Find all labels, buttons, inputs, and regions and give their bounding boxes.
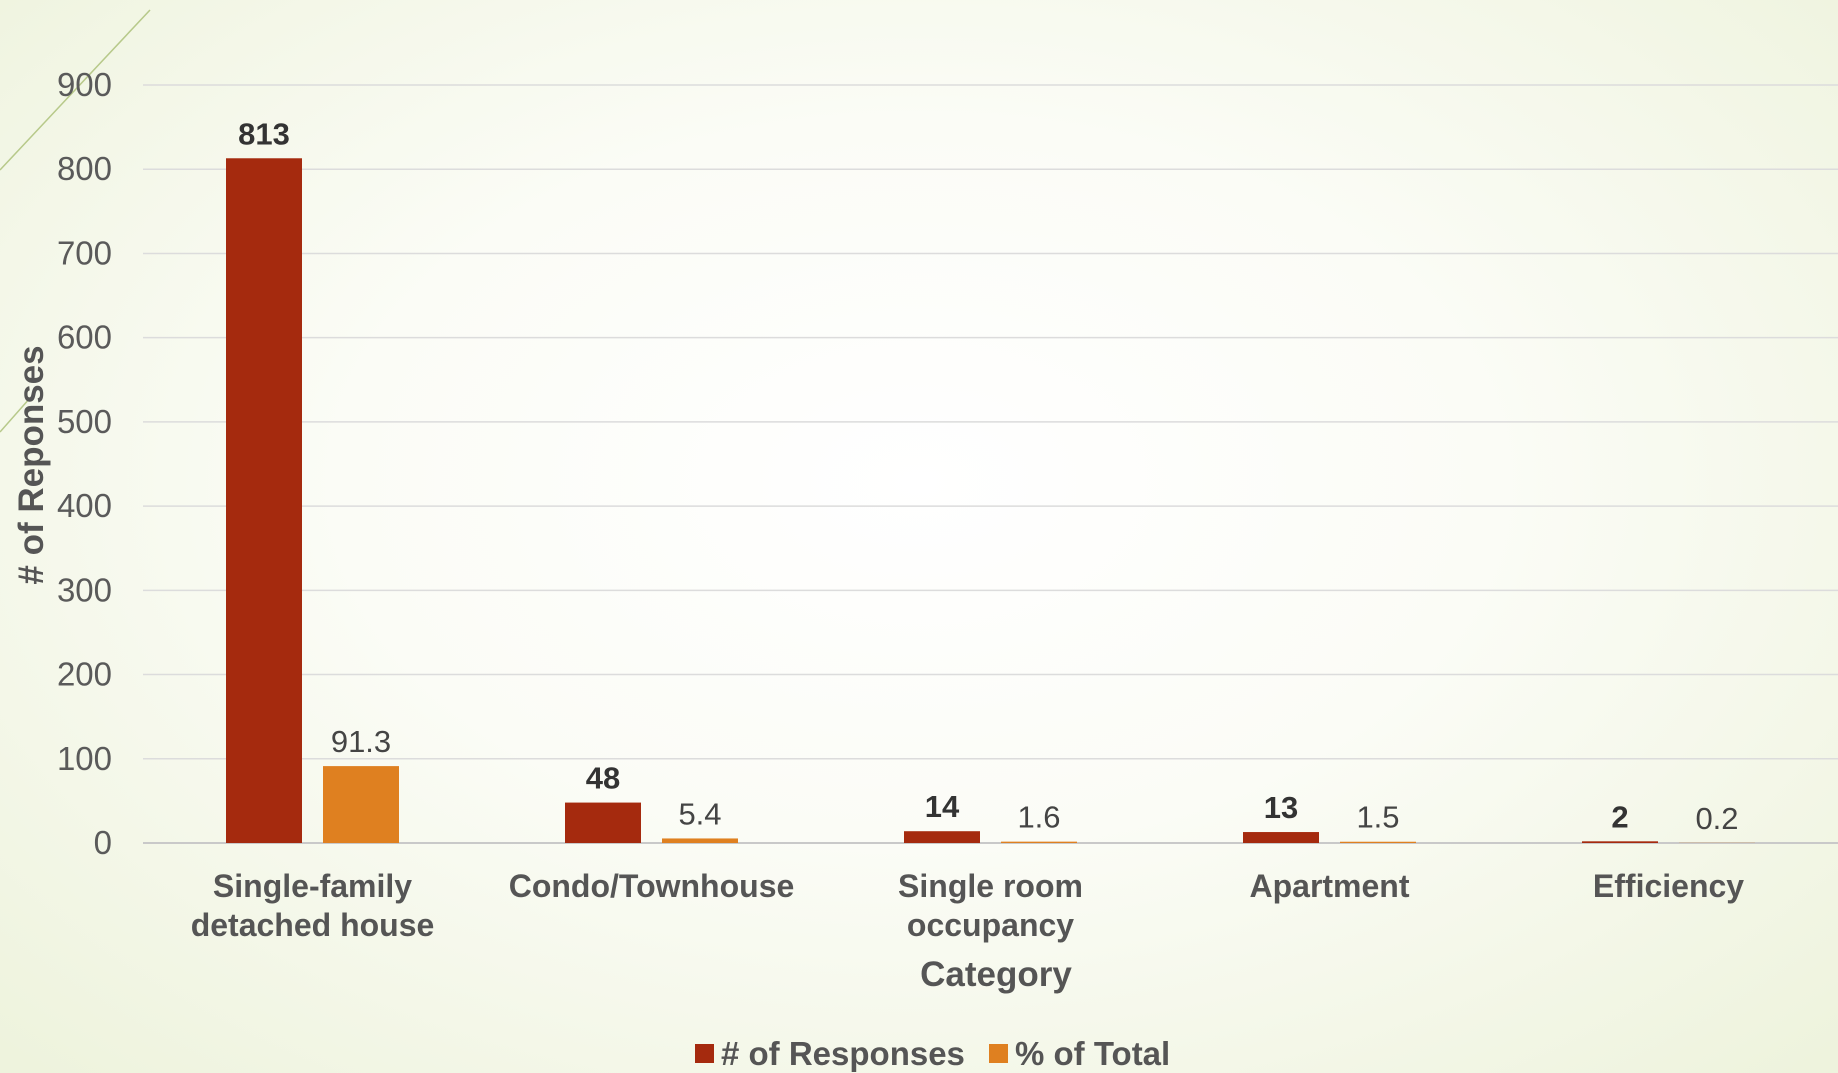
data-labels: 813 91.3 48 5.4 14 1.6 13 1.5 2 0.2 bbox=[238, 116, 1738, 836]
category-label: Single room bbox=[898, 868, 1083, 904]
bar-responses bbox=[1243, 832, 1319, 843]
category-label: Efficiency bbox=[1593, 868, 1744, 904]
category-label: Single-family bbox=[213, 868, 412, 904]
category-label: Condo/Townhouse bbox=[509, 868, 795, 904]
y-tick-label: 0 bbox=[94, 824, 112, 861]
bar-percent bbox=[662, 838, 738, 843]
data-label: 13 bbox=[1264, 790, 1298, 825]
y-tick-label: 800 bbox=[57, 150, 112, 187]
bar-percent bbox=[323, 766, 399, 843]
data-label: 48 bbox=[586, 761, 620, 796]
y-tick-label: 300 bbox=[57, 571, 112, 608]
category-label: Apartment bbox=[1249, 868, 1409, 904]
y-tick-label: 500 bbox=[57, 403, 112, 440]
bar-percent bbox=[1001, 841, 1077, 843]
data-label: 91.3 bbox=[331, 724, 391, 759]
legend-swatch bbox=[695, 1044, 714, 1063]
y-axis-title: # of Reponses bbox=[12, 345, 51, 584]
y-tick-label: 900 bbox=[57, 66, 112, 103]
y-tick-label: 600 bbox=[57, 319, 112, 356]
bar-responses bbox=[565, 802, 641, 843]
legend-label: # of Responses bbox=[721, 1035, 965, 1072]
legend-swatch bbox=[989, 1044, 1008, 1063]
y-tick-label: 400 bbox=[57, 487, 112, 524]
bar-percent bbox=[1340, 841, 1416, 843]
category-label: occupancy bbox=[907, 907, 1074, 943]
bars bbox=[226, 158, 1755, 844]
category-label: detached house bbox=[191, 907, 435, 943]
data-label: 14 bbox=[925, 789, 960, 824]
gridlines bbox=[143, 84, 1838, 844]
legend-label: % of Total bbox=[1015, 1035, 1170, 1072]
data-label: 813 bbox=[238, 116, 290, 151]
legend: # of Responses % of Total bbox=[695, 1035, 1170, 1072]
decorative-corner-line bbox=[0, 9, 151, 171]
data-label: 0.2 bbox=[1695, 801, 1738, 836]
data-label: 1.5 bbox=[1356, 800, 1399, 835]
data-label: 2 bbox=[1611, 799, 1628, 834]
x-axis-title: Category bbox=[920, 955, 1072, 994]
y-axis-ticks: 0 100 200 300 400 500 600 700 800 900 bbox=[57, 66, 112, 861]
data-label: 5.4 bbox=[678, 796, 721, 831]
bar-responses bbox=[226, 158, 302, 844]
bar-responses bbox=[904, 831, 980, 843]
data-label: 1.6 bbox=[1017, 800, 1060, 835]
y-tick-label: 700 bbox=[57, 234, 112, 271]
bar-responses bbox=[1582, 841, 1658, 843]
y-tick-label: 100 bbox=[57, 740, 112, 777]
decorative-corner-line bbox=[0, 397, 31, 433]
y-tick-label: 200 bbox=[57, 656, 112, 693]
